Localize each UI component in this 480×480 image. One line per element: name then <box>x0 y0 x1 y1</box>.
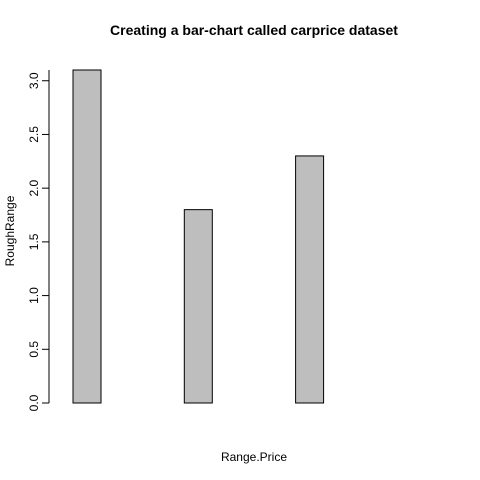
y-tick-label: 2.0 <box>27 179 41 196</box>
y-tick-label: 0.0 <box>27 394 41 411</box>
bar <box>183 209 213 404</box>
bar <box>295 155 325 404</box>
bar <box>72 69 102 404</box>
chart-title: Creating a bar-chart called carprice dat… <box>110 22 398 38</box>
x-axis-label: Range.Price <box>221 450 287 464</box>
y-tick-label: 2.5 <box>27 126 41 143</box>
y-tick-label: 3.0 <box>27 72 41 89</box>
y-axis-ticks: 0.0 0.5 1.0 1.5 2.0 2.5 3.0 <box>27 72 49 411</box>
y-tick-label: 1.5 <box>27 233 41 250</box>
y-tick-label: 0.5 <box>27 341 41 358</box>
bar-series <box>72 69 325 404</box>
y-tick-label: 1.0 <box>27 287 41 304</box>
y-axis-label: RoughRange <box>3 195 17 266</box>
